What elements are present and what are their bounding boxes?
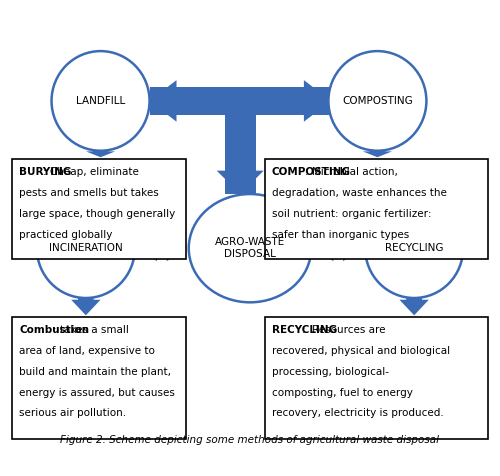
Text: RECYCLING: RECYCLING — [272, 325, 336, 335]
Text: : takes a small: : takes a small — [52, 325, 128, 335]
Text: INCINERATION: INCINERATION — [49, 243, 122, 253]
Polygon shape — [86, 151, 115, 157]
Text: LANDFILL: LANDFILL — [76, 96, 125, 106]
Text: : Microbial action,: : Microbial action, — [305, 167, 398, 177]
Ellipse shape — [365, 198, 463, 298]
Polygon shape — [71, 298, 101, 315]
Text: energy is assured, but causes: energy is assured, but causes — [19, 387, 175, 397]
Text: Figure 2. Scheme depicting some methods of agricultural waste disposal: Figure 2. Scheme depicting some methods … — [60, 435, 440, 445]
Bar — [224, 87, 256, 194]
Text: degradation, waste enhances the: degradation, waste enhances the — [272, 188, 446, 198]
Ellipse shape — [52, 51, 150, 151]
Text: RECYCLING: RECYCLING — [385, 243, 444, 253]
FancyBboxPatch shape — [264, 159, 488, 259]
Text: practiced globally: practiced globally — [19, 229, 112, 239]
Text: soil nutrient: organic fertilizer:: soil nutrient: organic fertilizer: — [272, 209, 431, 219]
FancyBboxPatch shape — [264, 317, 488, 439]
Text: composting, fuel to energy: composting, fuel to energy — [272, 387, 412, 397]
Ellipse shape — [189, 194, 311, 302]
Text: AGRO-WASTE
DISPOSAL: AGRO-WASTE DISPOSAL — [215, 238, 285, 259]
Polygon shape — [400, 298, 429, 315]
Text: :  Resources are: : Resources are — [302, 325, 385, 335]
Text: : Cheap, eliminate: : Cheap, eliminate — [42, 167, 138, 177]
Polygon shape — [138, 235, 184, 261]
Text: large space, though generally: large space, though generally — [19, 209, 176, 219]
Text: processing, biological-: processing, biological- — [272, 367, 388, 377]
Text: COMPOSTING: COMPOSTING — [272, 167, 350, 177]
Text: COMPOSTING: COMPOSTING — [342, 96, 413, 106]
Text: area of land, expensive to: area of land, expensive to — [19, 346, 155, 356]
Polygon shape — [362, 151, 392, 157]
Text: Combustion: Combustion — [19, 325, 89, 335]
Polygon shape — [316, 235, 362, 261]
Text: BURYING: BURYING — [19, 167, 72, 177]
Polygon shape — [140, 235, 186, 261]
Text: recovered, physical and biological: recovered, physical and biological — [272, 346, 450, 356]
Text: recovery, electricity is produced.: recovery, electricity is produced. — [272, 408, 444, 418]
Text: build and maintain the plant,: build and maintain the plant, — [19, 367, 171, 377]
Polygon shape — [216, 168, 264, 194]
Text: pests and smells but takes: pests and smells but takes — [19, 188, 159, 198]
Polygon shape — [314, 235, 360, 261]
Ellipse shape — [37, 198, 135, 298]
Text: safer than inorganic types: safer than inorganic types — [272, 229, 409, 239]
Polygon shape — [150, 80, 189, 122]
Polygon shape — [292, 80, 331, 122]
Text: serious air pollution.: serious air pollution. — [19, 408, 126, 418]
FancyBboxPatch shape — [12, 317, 186, 439]
FancyBboxPatch shape — [12, 159, 186, 259]
Bar — [150, 87, 331, 115]
Ellipse shape — [328, 51, 426, 151]
